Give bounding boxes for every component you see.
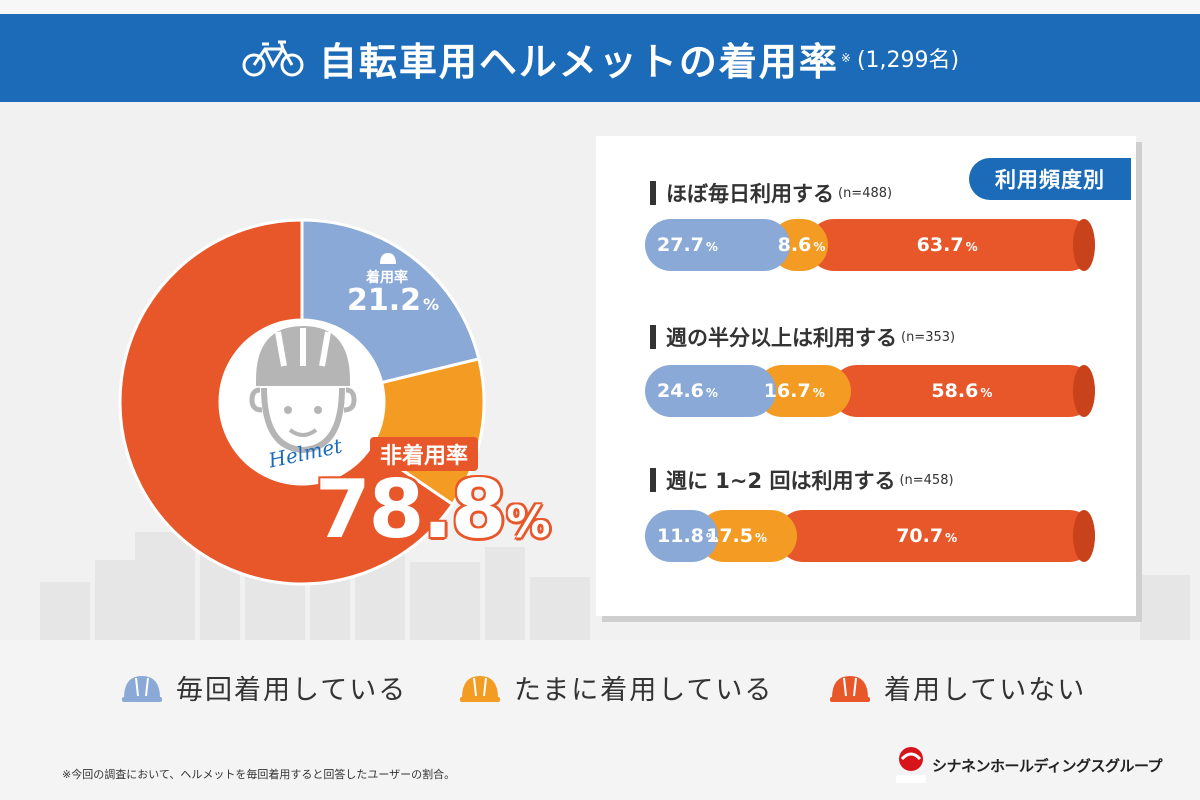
- title-banner: 自転車用ヘルメットの着用率 ※ (1,299名): [0, 14, 1200, 102]
- legend-item-sometimes: たまに着用している: [458, 668, 773, 707]
- bar-segment-always: [645, 510, 719, 562]
- stacked-bar-weekly: 11.8% 17.5% 70.7%: [645, 510, 1095, 562]
- bicycle-icon: [242, 40, 304, 77]
- legend-item-always: 毎回着用している: [120, 668, 407, 707]
- bar-value-label: 8.6%: [777, 234, 826, 256]
- bar-value-label: 24.6%: [657, 380, 718, 402]
- page-title: 自転車用ヘルメットの着用率: [318, 39, 839, 84]
- stacked-bar-daily: 27.7% 8.6% 63.7%: [645, 219, 1095, 271]
- frequency-tag: 利用頻度別: [969, 158, 1131, 200]
- stacked-bar-half-week: 24.6% 16.7% 58.6%: [645, 365, 1095, 417]
- bar-end-cap: [1073, 510, 1095, 562]
- top-band: [0, 0, 1200, 14]
- bar-value-label: 58.6%: [931, 380, 993, 402]
- wear-rate-label: 着用率: [366, 270, 408, 286]
- row-title-half-week: 週の半分以上は利用する (n=353): [650, 322, 955, 352]
- helmet-red-icon: [830, 675, 870, 702]
- bar-segment-never: [776, 510, 1095, 562]
- legend-item-never: 着用していない: [828, 668, 1086, 707]
- bar-end-cap: [1073, 219, 1095, 271]
- respondent-count: (1,299名): [856, 48, 960, 73]
- sinanen-logo-icon: [896, 747, 926, 783]
- bar-segment-always: [645, 219, 790, 271]
- row-title-weekly: 週に 1~2 回は利用する (n=458): [650, 465, 954, 495]
- company-logo: シナネンホールディングスグループ: [896, 745, 1163, 785]
- footnote-mark: ※: [840, 51, 851, 65]
- helmet-face-icon: [249, 326, 357, 454]
- bar-value-label: 70.7%: [896, 525, 958, 547]
- helmet-blue-icon: [122, 675, 162, 702]
- nonwear-rate-value: 78.8%: [315, 463, 550, 556]
- nonwear-rate-label: 非着用率: [370, 437, 479, 471]
- bar-value-label: 17.5%: [706, 525, 768, 547]
- helmet-small-icon: [380, 253, 396, 264]
- footnote: ※今回の調査において、ヘルメットを毎回着用すると回答したユーザーの割合。: [62, 768, 456, 781]
- bar-value-label: 63.7%: [916, 234, 978, 256]
- bar-segment-never: [808, 219, 1095, 271]
- bar-segment-always: [645, 365, 776, 417]
- helmet-orange-icon: [460, 675, 500, 702]
- bar-value-label: 16.7%: [763, 380, 825, 402]
- bar-value-label: 27.7%: [657, 234, 718, 256]
- bar-end-cap: [1073, 365, 1095, 417]
- wear-rate-value: 21.2%: [347, 283, 440, 318]
- bar-value-label: 11.8%: [657, 525, 718, 547]
- row-title-daily: ほぼ毎日利用する (n=488): [650, 178, 892, 208]
- bar-segment-never: [831, 365, 1095, 417]
